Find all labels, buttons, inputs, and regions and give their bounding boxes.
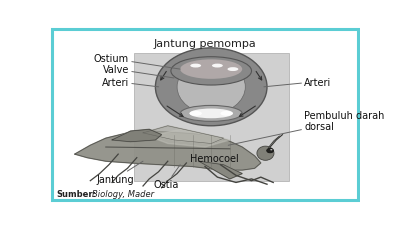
- Ellipse shape: [257, 147, 274, 161]
- Polygon shape: [75, 131, 261, 170]
- Text: Ostium: Ostium: [94, 54, 180, 70]
- Ellipse shape: [190, 112, 202, 116]
- FancyBboxPatch shape: [52, 30, 358, 200]
- Ellipse shape: [177, 61, 245, 114]
- Text: Valve: Valve: [103, 65, 174, 79]
- Text: Arteri: Arteri: [264, 77, 332, 87]
- Polygon shape: [149, 130, 230, 147]
- FancyBboxPatch shape: [134, 54, 289, 181]
- Ellipse shape: [220, 112, 233, 116]
- Polygon shape: [112, 130, 162, 142]
- Text: Ostia: Ostia: [154, 165, 180, 189]
- Text: Jantung pemompa: Jantung pemompa: [154, 38, 256, 48]
- Ellipse shape: [156, 49, 267, 126]
- Ellipse shape: [267, 149, 274, 153]
- Ellipse shape: [180, 106, 242, 122]
- Ellipse shape: [180, 60, 242, 79]
- Text: Jantung: Jantung: [96, 161, 143, 184]
- Polygon shape: [143, 126, 224, 144]
- Text: Hemocoel: Hemocoel: [190, 153, 239, 163]
- Ellipse shape: [190, 109, 233, 119]
- Text: Sumber:: Sumber:: [57, 190, 97, 199]
- Ellipse shape: [171, 57, 252, 86]
- Ellipse shape: [228, 68, 238, 72]
- Polygon shape: [199, 161, 242, 179]
- Text: Arteri: Arteri: [102, 77, 158, 87]
- Ellipse shape: [270, 149, 272, 151]
- Text: Biology, Mader: Biology, Mader: [92, 190, 154, 199]
- Ellipse shape: [212, 64, 223, 68]
- Ellipse shape: [190, 64, 201, 68]
- Text: Pembuluh darah
dorsal: Pembuluh darah dorsal: [228, 110, 384, 146]
